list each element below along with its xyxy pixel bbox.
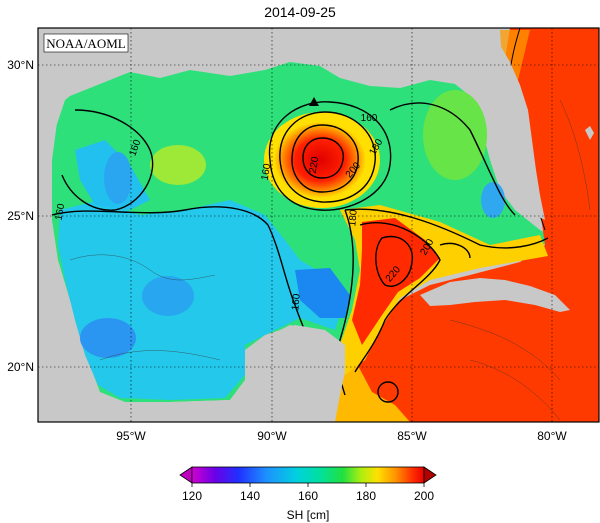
colorbar: 120 140 160 180 200 SH [cm] [179,466,437,522]
thin-contour-3 [449,319,561,381]
lat-tick-25: 25°N [7,209,34,223]
cold-core-southwest [80,318,136,358]
colorbar-left-arrow [179,466,193,484]
contour-180-loop [344,208,549,249]
contour-label-5: 160 [54,202,68,221]
credit-box: NOAA/AOML [43,33,129,53]
caribbean-cool-edge [330,360,410,422]
lat-tick-20: 20°N [7,360,34,374]
lon-tick-90: 90°W [257,429,287,443]
contour-label-7: 180 [347,209,359,227]
loop-current-core [352,218,440,345]
contour-label-2: 160 [260,162,274,181]
cuba-land [420,278,570,312]
contour-lines [51,28,549,403]
map-title: 2014-09-25 [264,4,336,20]
lon-tick-95: 95°W [116,429,146,443]
contour-label-4: 160 [290,293,302,311]
lon-tick-80: 80°W [537,429,567,443]
lon-tick-labels: 95°W 90°W 85°W 80°W [116,429,567,443]
contour-180-eddy [279,111,376,203]
contour-label-9: 220 [308,155,322,174]
contour-160-eddy-ring [268,101,392,211]
contour-ring-south [377,381,399,403]
thin-contour-2 [99,350,221,361]
cold-core-central [295,268,350,318]
cold-core-midwest [142,276,194,316]
contour-160-north [61,109,154,211]
cold-core-east [481,182,505,218]
colorbar-right-arrow [423,466,437,484]
thin-contour-1 [69,254,216,281]
contour-220-eddy [302,137,344,179]
contour-160-east [389,102,516,216]
cb-tick-label-140: 140 [240,489,260,503]
green-patch-east [423,90,487,180]
contour-160-west [51,206,269,226]
yucatan-coast-west [95,380,245,422]
contour-200-loop [354,222,441,373]
bahamas-land [585,126,594,140]
atlantic-water [330,28,599,422]
green-patch-north [150,145,206,185]
mexico-land [38,28,475,422]
contour-200-eddy [291,124,359,193]
contour-label-3: 160 [361,113,378,124]
credit-label: NOAA/AOML [46,36,126,51]
graticule [38,28,599,422]
lat-tick-labels: 30°N 25°N 20°N [7,58,34,374]
yucatan-land [245,325,345,422]
thin-contour-4 [559,99,591,211]
cb-tick-label-160: 160 [298,489,318,503]
triangle-marker [309,97,319,106]
map-frame [37,27,600,423]
map-panel [38,28,599,422]
lon-tick-85: 85°W [397,429,427,443]
colorbar-title: SH [cm] [287,508,330,522]
colorbar-ticks [191,483,425,487]
contour-small-east [439,242,471,259]
cb-tick-label-200: 200 [414,489,434,503]
cb-tick-label-120: 120 [182,489,202,503]
cb-tick-label-180: 180 [356,489,376,503]
contour-220-loop [375,235,414,287]
lat-tick-30: 30°N [7,58,34,72]
colorbar-body [191,466,425,484]
cold-core-northwest [104,152,132,204]
